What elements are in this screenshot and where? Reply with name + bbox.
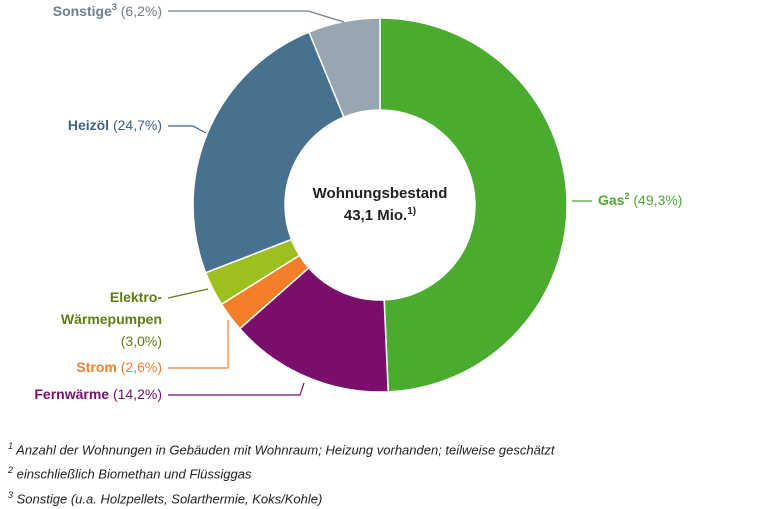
label-sup: 2 bbox=[624, 191, 629, 201]
label-value: (2,6%) bbox=[117, 359, 162, 375]
leader-lines bbox=[167, 10, 592, 396]
label-value: (3,0%) bbox=[121, 333, 162, 349]
donut-chart: Gas2 (49,3%) Fernwärme (14,2%) Strom (2,6%… bbox=[34, 2, 682, 402]
label-sup: 3 bbox=[112, 2, 117, 12]
footnote-3-sup: 3 bbox=[8, 489, 14, 500]
footnotes: 1 Anzahl der Wohnungen in Gebäuden mit W… bbox=[8, 436, 555, 509]
label-value: (14,2%) bbox=[109, 386, 162, 402]
label-name-2: Wärmepumpen bbox=[61, 311, 162, 327]
center-title: Wohnungsbestand bbox=[313, 185, 448, 202]
footnote-1-sup: 1 bbox=[8, 441, 14, 451]
label-fernwaerme: Fernwärme (14,2%) bbox=[34, 386, 162, 402]
center-value-sup: 1) bbox=[407, 206, 416, 217]
label-name: Sonstige bbox=[53, 3, 112, 19]
footnote-2-sup: 2 bbox=[8, 465, 14, 476]
footnote-1-text: Anzahl der Wohnungen in Gebäuden mit Woh… bbox=[16, 442, 555, 458]
center-value: 43,1 Mio.1) bbox=[344, 206, 416, 224]
donut-slices bbox=[192, 17, 568, 393]
leader-fernwaerme bbox=[168, 382, 305, 396]
label-value: (49,3%) bbox=[629, 192, 682, 208]
label-name: Elektro- bbox=[110, 289, 162, 305]
footnote-1: 1 Anzahl der Wohnungen in Gebäuden mit W… bbox=[8, 436, 555, 460]
label-name: Gas bbox=[598, 192, 625, 208]
footnote-3-text: Sonstige (u.a. Holzpellets, Solarthermie… bbox=[16, 490, 323, 506]
label-name: Heizöl bbox=[68, 117, 109, 133]
label-heizoel: Heizöl (24,7%) bbox=[68, 117, 162, 133]
leader-elektro bbox=[167, 288, 209, 299]
label-strom: Strom (2,6%) bbox=[76, 359, 162, 375]
slice-gas bbox=[379, 17, 568, 393]
label-value: (24,7%) bbox=[109, 117, 162, 133]
leader-heizoel bbox=[168, 125, 207, 134]
slice-labels: Gas2 (49,3%) Fernwärme (14,2%) Strom (2,6%… bbox=[34, 2, 682, 402]
leader-strom bbox=[168, 320, 229, 369]
footnote-3: 3 Sonstige (u.a. Holzpellets, Solartherm… bbox=[8, 485, 555, 509]
footnote-2: 2 einschließlich Biomethan und Flüssigga… bbox=[8, 460, 555, 484]
label-value: (6,2%) bbox=[117, 3, 162, 19]
label-sonstige: Sonstige3 (6,2%) bbox=[53, 2, 162, 19]
label-gas: Gas2 (49,3%) bbox=[598, 191, 682, 208]
slice-heizoel bbox=[192, 31, 345, 274]
center-value-number: 43,1 Mio. bbox=[344, 207, 407, 224]
label-name: Strom bbox=[76, 359, 116, 375]
slice-sonstige bbox=[308, 17, 381, 119]
leader-sonstige bbox=[168, 10, 345, 23]
footnote-2-text: einschließlich Biomethan und Flüssiggas bbox=[16, 466, 252, 482]
label-name: Fernwärme bbox=[34, 386, 109, 402]
label-elektro: Elektro- Wärmepumpen (3,0%) bbox=[61, 289, 162, 349]
